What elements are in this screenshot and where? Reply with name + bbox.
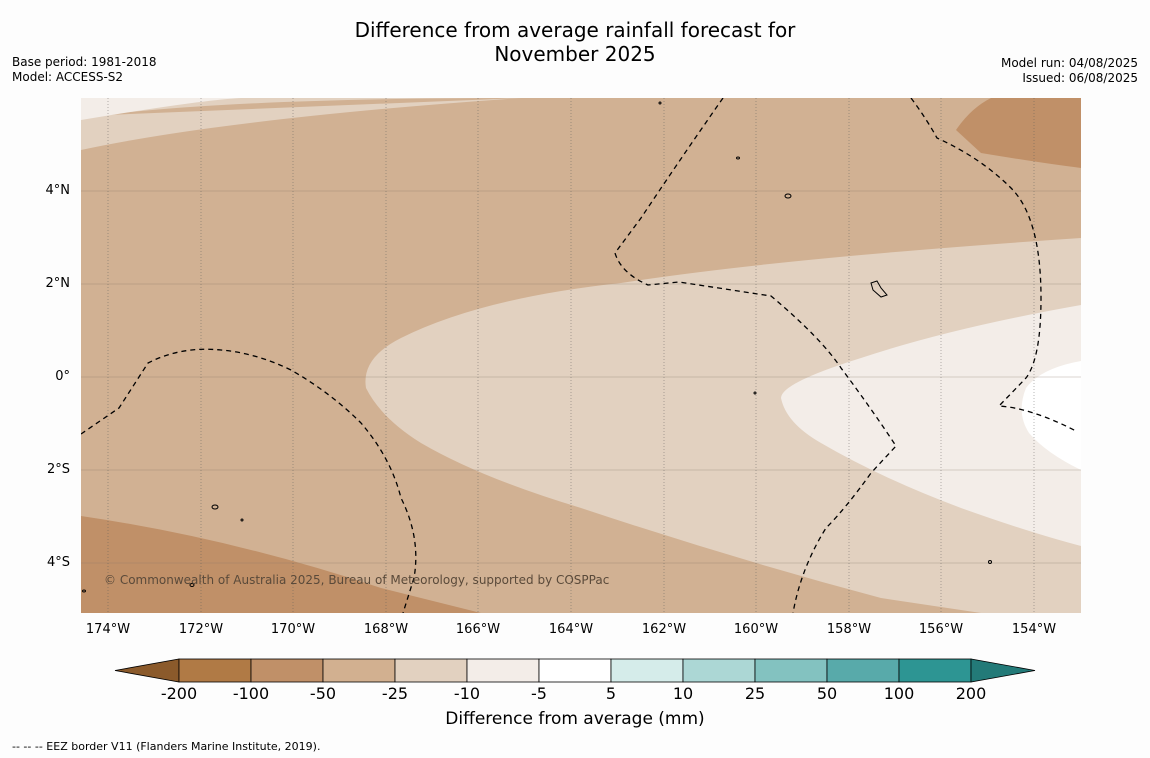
cb-label: 5: [605, 684, 617, 703]
map-title: Difference from average rainfall forecas…: [0, 18, 1150, 66]
cb-label: -200: [160, 684, 198, 703]
region-bottomleft-dark: [81, 516, 481, 613]
ytick-4s: 4°S: [46, 555, 70, 570]
xtick-158w: 158°W: [826, 622, 872, 637]
ytick-2n: 2°N: [45, 276, 71, 291]
colorbar-bin: [826, 658, 900, 683]
colorbar-bin: [538, 658, 612, 683]
ytick-2s: 2°S: [46, 462, 70, 477]
cb-label: 25: [744, 684, 766, 703]
region-topright-dark: [956, 98, 1081, 168]
colorbar: [114, 658, 1036, 683]
region-minus25-to-10: [365, 238, 1081, 613]
colorbar-bin: [682, 658, 756, 683]
cb-label: 200: [955, 684, 987, 703]
colorbar-arrow-high: [970, 658, 1036, 683]
colorbar-bin: [610, 658, 684, 683]
cb-label: -25: [381, 684, 409, 703]
cb-label: -50: [309, 684, 337, 703]
cb-label: 10: [672, 684, 694, 703]
meta-right: Model run: 04/08/2025 Issued: 06/08/2025: [1001, 56, 1138, 86]
xtick-168w: 168°W: [363, 622, 409, 637]
xtick-164w: 164°W: [548, 622, 594, 637]
cb-label: 100: [883, 684, 915, 703]
colorbar-bin: [250, 658, 324, 683]
cb-label: -100: [232, 684, 270, 703]
colorbar-title: Difference from average (mm): [445, 709, 705, 729]
colorbar-bin: [394, 658, 468, 683]
xtick-160w: 160°W: [733, 622, 779, 637]
model-name: Model: ACCESS-S2: [12, 70, 124, 84]
lat-gridlines: [81, 190, 1081, 564]
xtick-172w: 172°W: [178, 622, 224, 637]
colorbar-bin: [178, 658, 252, 683]
eez-borders: [81, 98, 1077, 613]
cb-label: -5: [531, 684, 547, 703]
cb-label: 50: [816, 684, 838, 703]
colorbar-bin: [322, 658, 396, 683]
map-title-line2: November 2025: [494, 42, 656, 66]
eez-footnote: -- -- -- EEZ border V11 (Flanders Marine…: [12, 740, 321, 753]
model-run: Model run: 04/08/2025: [1000, 56, 1138, 70]
issued-date: Issued: 06/08/2025: [1022, 71, 1138, 85]
map-title-line1: Difference from average rainfall forecas…: [354, 18, 796, 42]
colorbar-bin: [898, 658, 972, 683]
colorbar-bin: [466, 658, 540, 683]
islands: [82, 101, 992, 593]
map-panel: [81, 98, 1081, 613]
region-minus10-to-5: [781, 305, 1081, 546]
cb-label: -10: [453, 684, 481, 703]
base-period: Base period: 1981-2018: [12, 55, 157, 69]
region-near-normal: [1021, 361, 1081, 470]
xtick-166w: 166°W: [455, 622, 501, 637]
xtick-156w: 156°W: [918, 622, 964, 637]
meta-left: Base period: 1981-2018 Model: ACCESS-S2: [12, 55, 157, 85]
xtick-174w: 174°W: [85, 622, 131, 637]
lon-gridlines: [107, 98, 1035, 613]
xtick-162w: 162°W: [641, 622, 687, 637]
ytick-0: 0°: [55, 369, 70, 384]
ytick-4n: 4°N: [45, 183, 71, 198]
region-top-pale-2: [81, 98, 241, 120]
colorbar-bin: [754, 658, 828, 683]
xtick-154w: 154°W: [1011, 622, 1057, 637]
xtick-170w: 170°W: [270, 622, 316, 637]
rainfall-anomaly-map: [81, 98, 1081, 613]
copyright-notice: © Commonwealth of Australia 2025, Bureau…: [104, 573, 610, 587]
colorbar-arrow-low: [114, 658, 180, 683]
